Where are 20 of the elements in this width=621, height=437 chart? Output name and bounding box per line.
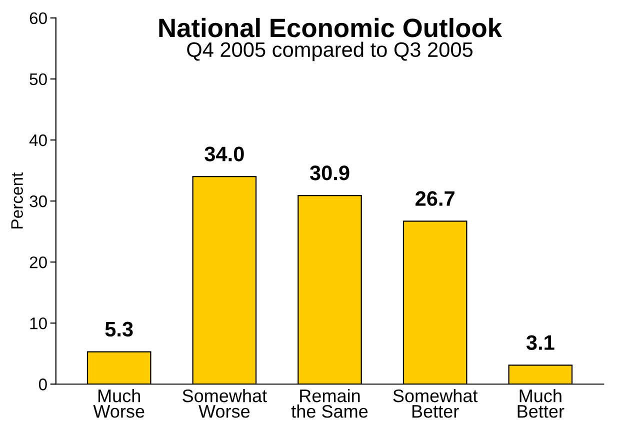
- y-tick-label: 10: [30, 317, 47, 330]
- y-tick-label: 40: [29, 134, 47, 146]
- y-axis-title: Percent: [11, 172, 23, 228]
- data-label: 3.1: [526, 335, 554, 350]
- data-label: 34.0: [204, 146, 244, 162]
- x-tick-label: Remain the Same: [291, 388, 368, 418]
- x-tick-label: Much Worse: [93, 388, 144, 418]
- data-label: 26.7: [416, 191, 454, 206]
- x-tick-label: Somewhat Worse: [182, 388, 267, 418]
- y-tick-label: 60: [30, 12, 47, 24]
- x-tick-label: Much Better: [518, 388, 564, 418]
- data-label: 30.9: [310, 166, 350, 180]
- chart-title: National Economic Outlook: [159, 18, 502, 38]
- y-tick-label: 50: [30, 73, 47, 86]
- y-tick-label: 30: [30, 195, 47, 208]
- y-tick-label: 0: [38, 378, 47, 390]
- y-tick-label: 20: [30, 256, 47, 268]
- x-tick-label: Somewhat Better: [393, 388, 478, 418]
- text: Q4 2005 compared to Q3 2005: [187, 42, 473, 62]
- data-label: 5.3: [105, 322, 133, 337]
